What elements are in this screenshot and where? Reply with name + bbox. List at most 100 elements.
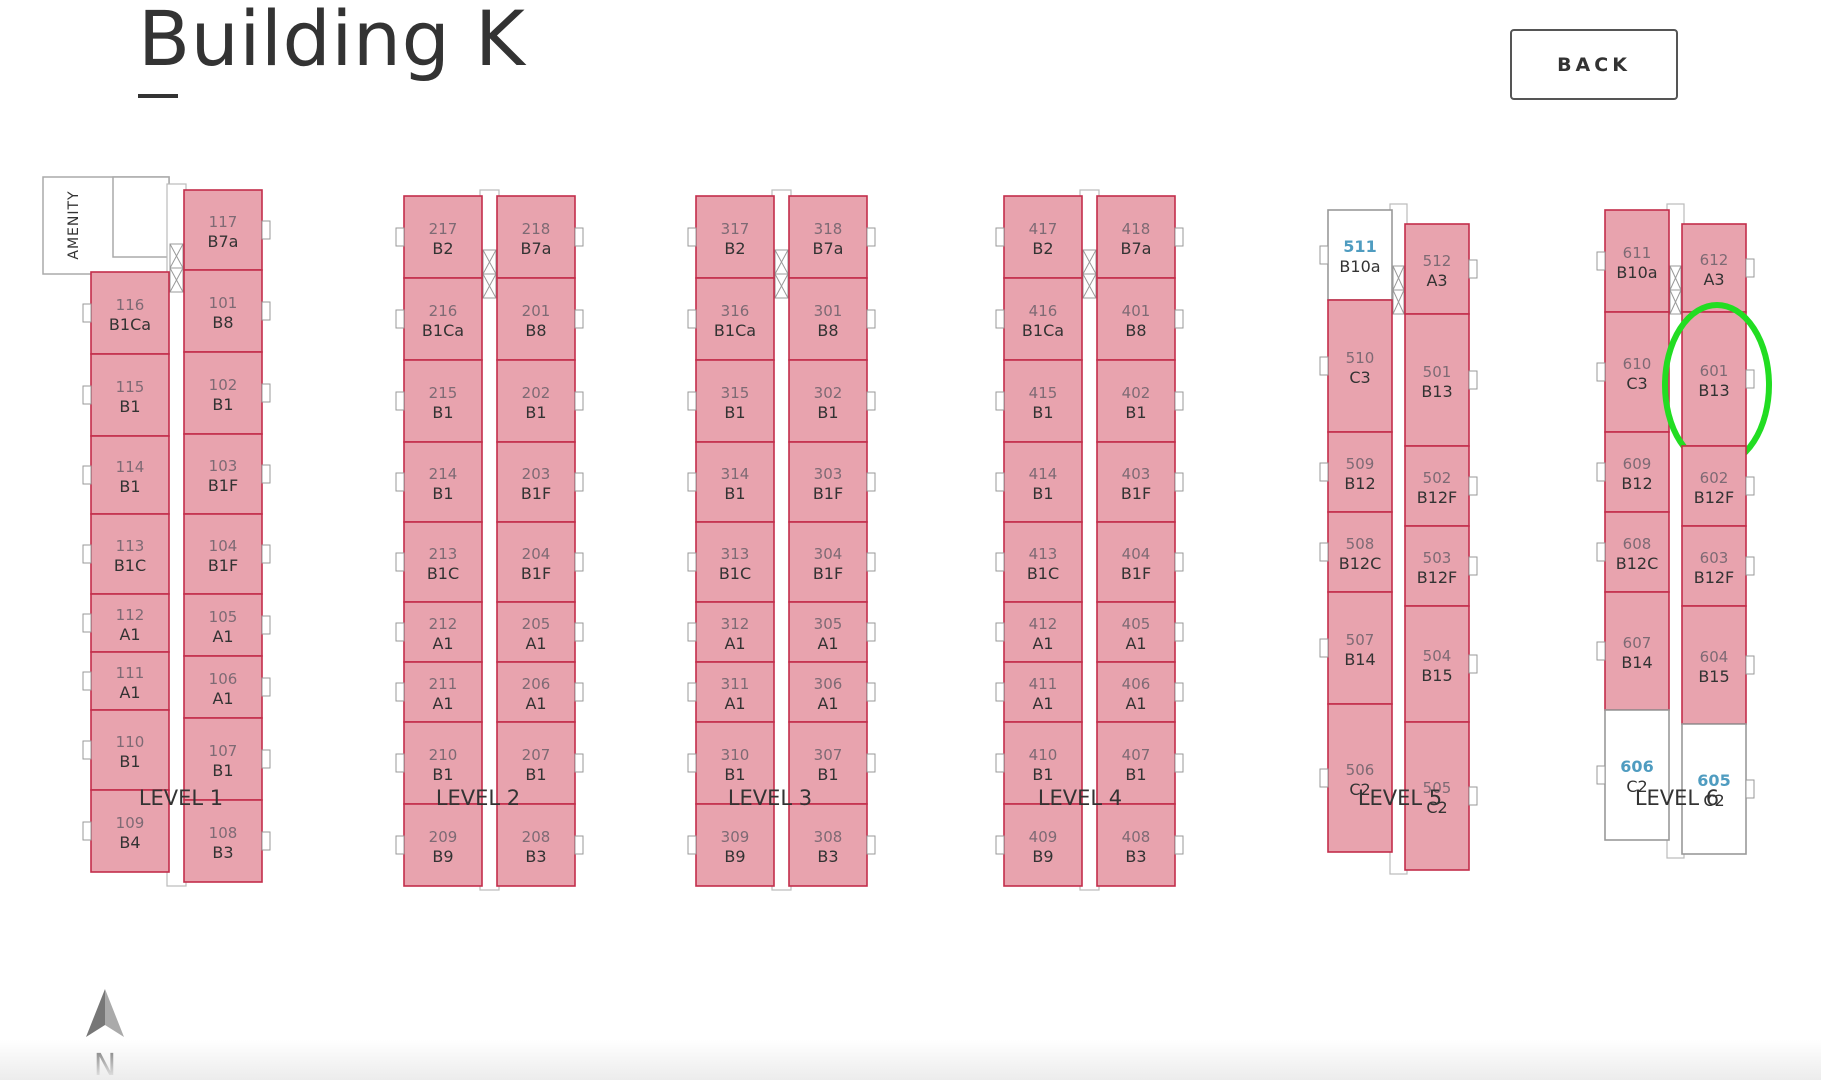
- unit-shape[interactable]: [496, 803, 576, 887]
- unit-shape[interactable]: [183, 189, 263, 271]
- unit-shape[interactable]: [183, 593, 263, 657]
- unit-shape[interactable]: [788, 661, 868, 723]
- unit-shape[interactable]: [1681, 223, 1747, 313]
- unit-shape[interactable]: [403, 601, 483, 663]
- unit-shape[interactable]: [1003, 359, 1083, 443]
- unit-shape[interactable]: [1404, 313, 1470, 447]
- unit-shape[interactable]: [788, 601, 868, 663]
- unit-shape[interactable]: [183, 799, 263, 883]
- unit-shape[interactable]: [788, 359, 868, 443]
- unit-shape[interactable]: [1003, 195, 1083, 279]
- unit-shape[interactable]: [496, 277, 576, 361]
- unit-shape[interactable]: [1096, 359, 1176, 443]
- unit-shape[interactable]: [695, 359, 775, 443]
- unit-shape[interactable]: [1003, 441, 1083, 523]
- unit-shape[interactable]: [695, 441, 775, 523]
- unit-shape[interactable]: [1604, 591, 1670, 711]
- unit-shape[interactable]: [403, 359, 483, 443]
- unit-shape[interactable]: [1096, 661, 1176, 723]
- unit-shape[interactable]: [496, 721, 576, 805]
- unit-shape[interactable]: [1604, 431, 1670, 513]
- unit-shape[interactable]: [1404, 721, 1470, 871]
- unit-shape[interactable]: [788, 441, 868, 523]
- unit-shape[interactable]: [695, 661, 775, 723]
- unit-shape[interactable]: [183, 513, 263, 595]
- unit-shape[interactable]: [788, 195, 868, 279]
- unit-shape[interactable]: [1681, 311, 1747, 447]
- unit-shape[interactable]: [90, 651, 170, 711]
- unit-shape[interactable]: [1327, 591, 1393, 705]
- unit-shape[interactable]: [788, 721, 868, 805]
- unit-shape[interactable]: [1604, 311, 1670, 433]
- unit-shape[interactable]: [1681, 723, 1747, 855]
- unit-shape[interactable]: [1604, 209, 1670, 313]
- unit-shape[interactable]: [1404, 445, 1470, 527]
- unit-shape[interactable]: [1003, 661, 1083, 723]
- back-button[interactable]: BACK: [1510, 29, 1678, 100]
- unit-shape[interactable]: [1327, 209, 1393, 301]
- unit-shape[interactable]: [695, 803, 775, 887]
- unit-shape[interactable]: [1096, 441, 1176, 523]
- unit-shape[interactable]: [1003, 601, 1083, 663]
- unit-shape[interactable]: [1003, 721, 1083, 805]
